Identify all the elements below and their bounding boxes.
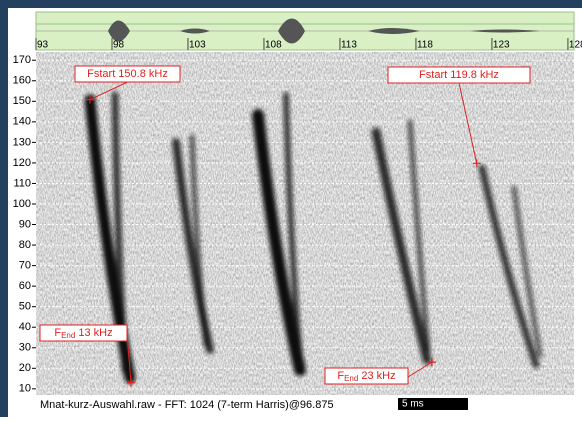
y-tick-label: 120 [13,157,31,169]
y-tick-label: 50 [19,301,31,313]
annotation-sub: End [61,331,75,340]
annotation-label: Fstart 119.8 kHz [419,69,499,81]
y-tick-label: 140 [13,116,31,128]
marker [85,95,94,104]
annotation-prefix: F [337,370,344,382]
y-tick-label: 40 [19,321,31,333]
y-tick-label: 90 [19,218,31,230]
y-tick-label: 30 [19,342,31,354]
y-tick-label: 60 [19,280,31,292]
annotation-leader [407,361,433,378]
annotation-box [324,367,409,385]
y-tick-label: 80 [19,239,31,251]
annotation-box [387,66,531,84]
x-tick-label: 98 [113,40,125,51]
scale-bar-label: 5 ms [402,399,424,410]
y-tick-label: 130 [13,136,31,148]
annotation-box [74,65,181,83]
y-tick-label: 110 [13,177,31,189]
annotation-sub: End [344,374,358,383]
annotation-label: FEnd 13 kHz [54,327,112,340]
x-tick-label: 128 [569,40,582,51]
annotation-prefix: F [54,327,61,339]
annotation-leader [126,333,132,383]
waveform [108,18,540,44]
marker [126,378,135,387]
y-tick-label: 100 [13,198,31,210]
calls [84,91,543,384]
annotation-leader [89,81,128,101]
annotation-label: FEnd 23 kHz [337,370,395,383]
annotation-box [39,324,128,342]
footer-text: Mnat-kurz-Auswahl.raw - FFT: 1024 (7-ter… [40,399,334,411]
x-tick-label: 113 [341,40,357,51]
scale-bar [398,398,468,410]
marker [472,159,481,168]
y-tick-label: 20 [19,362,31,374]
x-tick-label: 118 [417,40,433,51]
x-tick-label: 123 [493,40,510,51]
y-tick-label: 10 [19,383,31,395]
annotation-text: 23 kHz [358,370,395,382]
x-tick-label: 93 [37,40,49,51]
x-tick-label: 103 [189,40,206,51]
y-tick-label: 170 [13,54,31,66]
marker [427,358,436,367]
annotation-leader [458,82,478,164]
y-tick-label: 70 [19,260,31,272]
y-tick-label: 150 [13,95,31,107]
y-tick-label: 160 [13,75,31,87]
annotation-label: Fstart 150.8 kHz [87,68,168,80]
x-tick-label: 108 [265,40,282,51]
annotation-text: 13 kHz [75,327,112,339]
